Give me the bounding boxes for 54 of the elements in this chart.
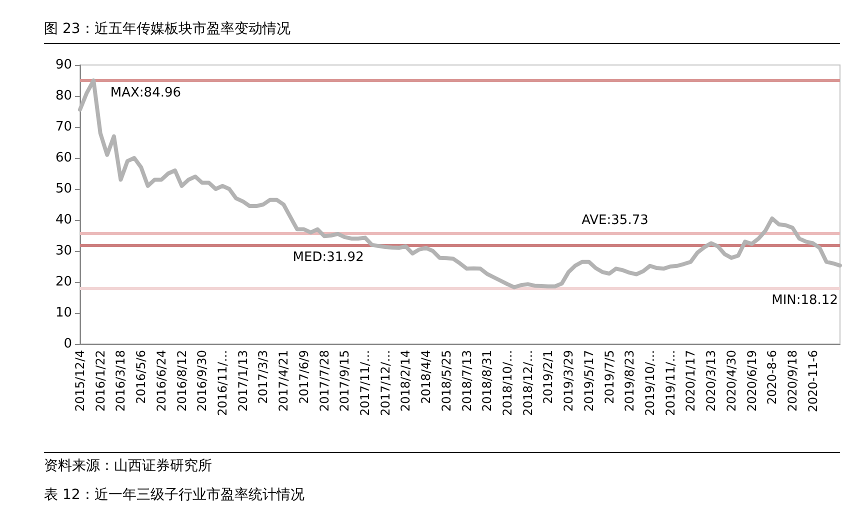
x-tick-label: 2020/1/17 [684,350,698,412]
x-tick-label: 2017/1/13 [236,350,250,412]
y-tick-label: 70 [55,120,72,134]
x-tick-label: 2019/2/1 [541,350,556,404]
y-tick-label: 80 [55,88,72,104]
x-tick-label: 2018/2/14 [398,350,413,412]
y-tick-label: 40 [55,212,72,228]
x-tick-label: 2020/3/13 [704,350,718,412]
y-tick-label: 60 [55,150,72,166]
x-tick-label: 2018/10/… [500,350,514,416]
x-tick-label: 2019/10/… [643,350,657,416]
x-tick-label: 2020/9/18 [786,350,800,412]
x-tick-label: 2018/5/25 [439,350,454,412]
x-tick-label: 2020-11-6 [806,350,820,412]
x-tick-label: 2019/8/23 [622,350,637,412]
ref-line-label: MIN:18.12 [772,292,838,308]
x-tick-label: 2019/11/… [663,350,678,416]
ref-line-label: MED:31.92 [292,250,364,266]
text: 表 12：近一年三级子行业市盈率统计情况 [44,486,304,504]
x-tick-label: 2016/1/22 [93,350,108,412]
y-tick-label: 10 [55,306,72,320]
chart-title: 图 23：近五年传媒板块市盈率变动情况 [44,20,840,44]
ref-line-label: AVE:35.73 [582,213,648,228]
x-tick-label: 2018/7/13 [460,350,474,412]
x-tick-label: 2016/8/12 [174,350,189,412]
x-tick-label: 2015/12/4 [73,350,87,412]
y-tick-label: 50 [55,182,72,196]
y-tick-label: 20 [55,274,72,290]
x-tick-label: 2020-8-6 [765,350,780,404]
x-tick-label: 2017/11/… [358,350,372,416]
x-tick-label: 2017/6/9 [296,350,311,404]
ref-line-label: MAX:84.96 [110,86,182,101]
x-tick-label: 2016/6/24 [154,350,168,412]
y-tick-label: 90 [55,58,72,72]
x-tick-label: 2017/9/15 [338,350,352,412]
x-tick-label: 2017/7/28 [317,350,332,412]
x-tick-label: 2016/9/30 [195,350,210,412]
y-tick-label: 30 [55,244,72,258]
x-tick-label: 2017/12/… [378,350,392,416]
x-tick-label: 2019/3/29 [562,350,576,412]
x-tick-label: 2018/4/4 [419,350,434,404]
x-tick-label: 2020/4/30 [724,350,738,412]
x-tick-label: 2018/12/… [520,350,535,416]
text: 资料来源：山西证券研究所 [44,452,840,475]
x-tick-label: 2018/8/31 [480,350,494,412]
x-tick-label: 2019/7/5 [602,350,616,404]
x-tick-label: 2019/5/17 [582,350,596,412]
x-tick-label: 2017/4/21 [276,350,291,412]
x-tick-label: 2020/6/19 [744,350,759,412]
y-tick-label: 0 [64,336,72,352]
x-tick-label: 2016/11/… [216,350,230,416]
x-tick-label: 2016/5/6 [134,350,148,404]
x-tick-label: 2016/3/18 [114,350,128,412]
x-tick-label: 2017/3/3 [256,350,270,404]
